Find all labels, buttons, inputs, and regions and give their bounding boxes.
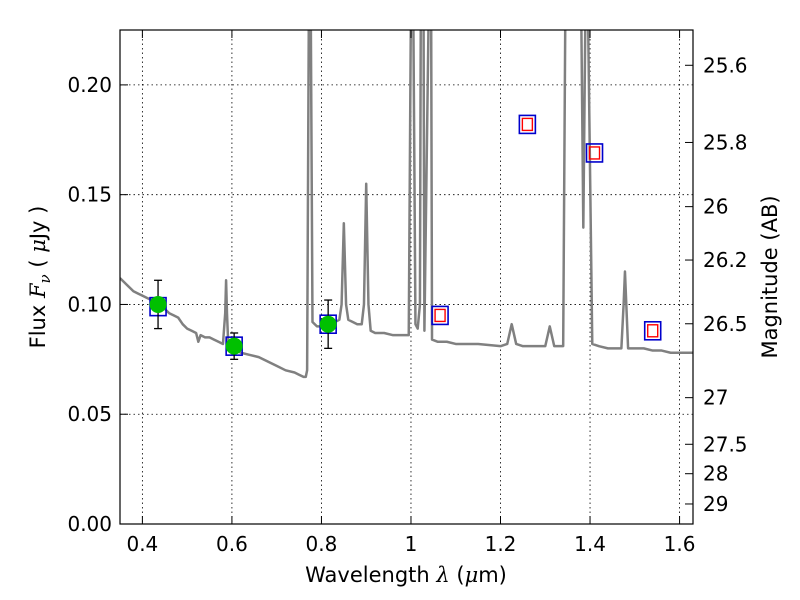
upper-limit-marker xyxy=(434,308,446,323)
model-band-square xyxy=(518,114,537,135)
x-tick-label: 0.6 xyxy=(216,532,248,556)
right-tick-label: 29 xyxy=(703,492,728,516)
upper-limit-marker xyxy=(647,324,659,338)
right-tick-label: 26.2 xyxy=(703,248,748,272)
series-layer xyxy=(120,30,693,379)
upper-limit-marker xyxy=(521,117,534,132)
x-tick-label: 1.2 xyxy=(485,532,517,556)
upper-limit-marker xyxy=(588,146,601,160)
y-axis-title: Flux Fν ( μJy ) xyxy=(26,206,54,349)
y-tick-label: 0.20 xyxy=(67,73,112,97)
model-spectrum-line xyxy=(120,30,693,379)
right-axis-title: Magnitude (AB) xyxy=(758,195,782,358)
x-tick-label: 0.8 xyxy=(306,532,338,556)
model-band-square xyxy=(431,305,449,326)
y-tick-label: 0.15 xyxy=(67,183,112,207)
detection-point xyxy=(319,315,337,333)
right-tick-label: 28 xyxy=(703,462,728,486)
y-tick-label: 0.05 xyxy=(67,402,112,426)
detection-point xyxy=(149,295,167,313)
detection-point xyxy=(225,337,243,355)
x-tick-label: 1 xyxy=(405,532,418,556)
y-tick-label: 0.00 xyxy=(67,512,112,536)
axes: 0.4 0.6 0.8 1 1.2 1.4 1.6 0.00 0.05 0.10 0.15 0.20 2… xyxy=(67,29,748,556)
right-tick-label: 27 xyxy=(703,386,728,410)
right-tick-label: 26 xyxy=(703,195,728,219)
model-band-square xyxy=(643,320,662,341)
right-tick-label: 26.5 xyxy=(703,312,748,336)
model-band-square xyxy=(585,143,604,163)
x-tick-label: 1.6 xyxy=(664,532,696,556)
plot-frame xyxy=(119,29,694,525)
plot-area xyxy=(120,30,693,524)
right-tick-label: 25.8 xyxy=(703,130,748,154)
right-tick-label: 27.5 xyxy=(703,432,748,456)
x-tick-label: 0.4 xyxy=(126,532,158,556)
x-axis-title: Wavelength λ (μm) xyxy=(305,563,507,587)
right-tick-label: 25.6 xyxy=(703,53,748,77)
x-tick-label: 1.4 xyxy=(574,532,606,556)
y-tick-label: 0.10 xyxy=(67,292,112,316)
